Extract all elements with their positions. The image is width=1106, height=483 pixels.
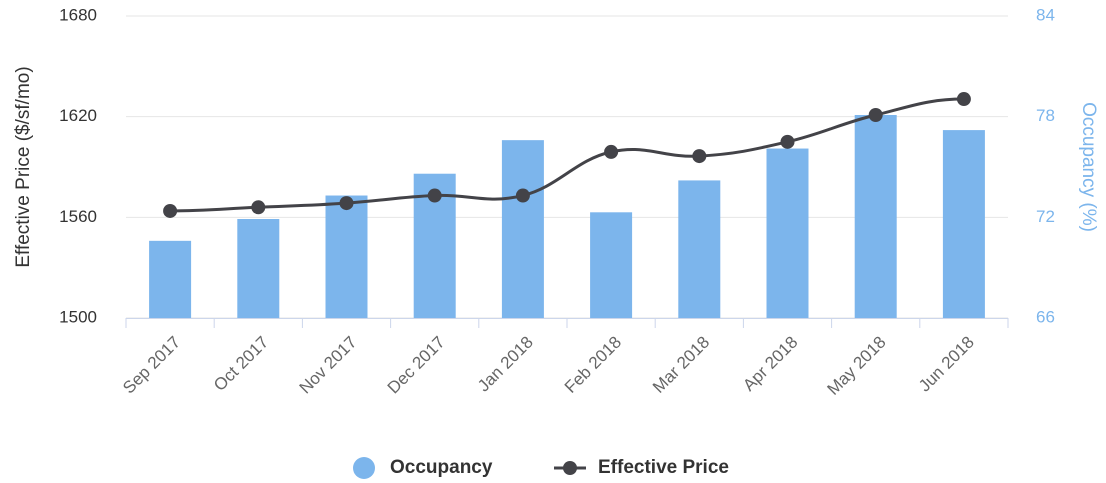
bar bbox=[942, 130, 985, 318]
marker bbox=[427, 188, 442, 203]
x-tick-label: Feb 2018 bbox=[561, 333, 625, 397]
y2-tick-label: 66 bbox=[1036, 307, 1055, 326]
y-tick-label: 1500 bbox=[59, 307, 97, 326]
bar bbox=[590, 212, 633, 318]
x-tick-label: Mar 2018 bbox=[649, 333, 713, 397]
bar bbox=[325, 195, 368, 318]
marker bbox=[604, 144, 619, 159]
x-tick-label: Dec 2017 bbox=[384, 333, 449, 398]
marker bbox=[163, 203, 178, 218]
marker bbox=[692, 149, 707, 164]
legend-label: Occupancy bbox=[390, 457, 493, 478]
marker bbox=[956, 92, 971, 107]
x-tick-label: Oct 2017 bbox=[210, 333, 272, 395]
y2-tick-label: 78 bbox=[1036, 106, 1055, 125]
y2-axis-title: Occupancy (%) bbox=[1078, 102, 1099, 232]
y2-tick-label: 72 bbox=[1036, 207, 1055, 226]
legend-label: Effective Price bbox=[598, 457, 729, 478]
x-tick-label: Apr 2018 bbox=[739, 333, 801, 395]
x-tick-label: Jan 2018 bbox=[474, 333, 537, 396]
x-tick-label: May 2018 bbox=[823, 333, 889, 399]
y-axis-title: Effective Price ($/sf/mo) bbox=[13, 66, 34, 267]
bar bbox=[237, 219, 280, 318]
y2-tick-label: 84 bbox=[1036, 5, 1055, 24]
marker bbox=[339, 196, 354, 211]
y-tick-label: 1560 bbox=[59, 207, 97, 226]
x-tick-label: Sep 2017 bbox=[119, 333, 184, 398]
x-tick-label: Nov 2017 bbox=[296, 333, 361, 398]
line bbox=[170, 97, 964, 213]
legend-symbol bbox=[563, 461, 577, 475]
marker bbox=[251, 200, 266, 215]
y-tick-label: 1680 bbox=[59, 5, 97, 24]
bar bbox=[766, 148, 809, 318]
bar bbox=[678, 180, 721, 318]
marker bbox=[515, 188, 530, 203]
bar bbox=[501, 140, 544, 318]
bar bbox=[149, 240, 192, 318]
marker bbox=[780, 134, 795, 149]
bar bbox=[854, 114, 897, 318]
x-tick-label: Jun 2018 bbox=[915, 333, 978, 396]
marker bbox=[868, 107, 883, 122]
y-tick-label: 1620 bbox=[59, 106, 97, 125]
legend-symbol bbox=[353, 457, 375, 479]
